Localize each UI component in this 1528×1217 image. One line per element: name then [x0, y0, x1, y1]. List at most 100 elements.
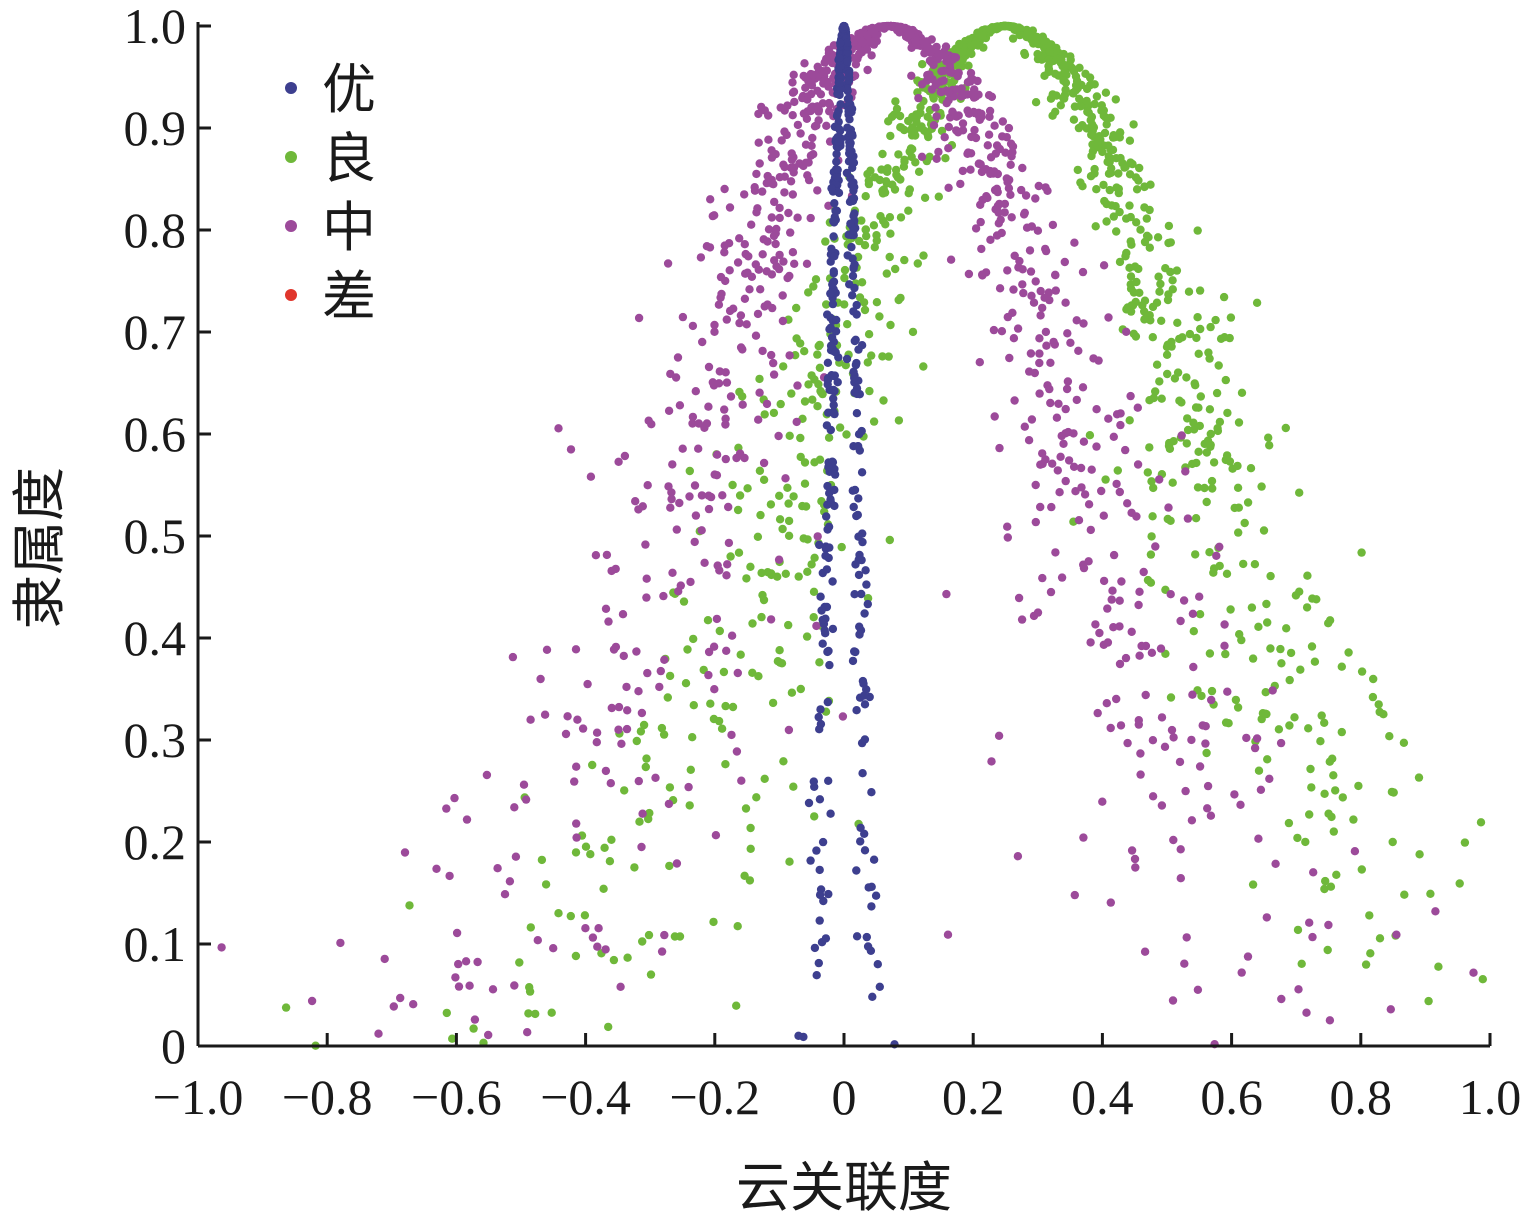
data-point [1051, 548, 1060, 557]
data-point [1031, 480, 1040, 490]
data-point [675, 401, 685, 410]
data-point [1478, 975, 1488, 984]
data-point [849, 38, 858, 47]
data-point [508, 652, 518, 662]
data-point [636, 727, 646, 736]
data-point [956, 179, 965, 189]
y-tick-label: 0.8 [124, 202, 187, 258]
data-point [1005, 353, 1014, 363]
data-point [643, 481, 652, 490]
data-point [842, 354, 852, 364]
data-point [1104, 169, 1114, 178]
data-point [848, 291, 857, 300]
data-point [659, 591, 668, 601]
data-point [1191, 403, 1201, 412]
data-point [1169, 733, 1178, 742]
data-point [1170, 374, 1180, 383]
data-point [995, 284, 1005, 293]
data-point [1426, 889, 1435, 898]
data-point [1086, 172, 1096, 181]
data-point [1189, 425, 1199, 434]
data-point [442, 1008, 451, 1018]
data-point [813, 402, 822, 411]
data-point [1303, 571, 1312, 580]
data-point [1132, 512, 1141, 521]
data-point [753, 204, 762, 213]
data-point [869, 855, 879, 864]
data-point [832, 315, 841, 325]
data-point [763, 300, 772, 309]
data-point [709, 917, 718, 927]
data-point [1060, 61, 1069, 70]
data-point [814, 380, 823, 389]
data-point [554, 909, 563, 918]
data-point [1117, 577, 1126, 586]
data-point [445, 871, 454, 881]
data-point [1001, 21, 1010, 31]
data-point [828, 299, 838, 309]
data-point [1375, 707, 1384, 717]
data-point [631, 497, 640, 506]
data-point [990, 412, 999, 421]
data-point [825, 543, 834, 552]
data-point [473, 957, 482, 967]
data-point [1208, 484, 1217, 493]
data-point [1104, 414, 1113, 423]
data-point [1203, 436, 1213, 445]
data-point [515, 958, 524, 967]
data-point [1189, 418, 1198, 427]
data-point [1277, 994, 1286, 1004]
legend-label: 中 [322, 196, 376, 259]
data-point [850, 336, 859, 346]
data-point [1079, 563, 1089, 573]
data-point [785, 431, 794, 440]
data-point [1005, 175, 1014, 185]
data-point [1286, 648, 1296, 658]
data-point [815, 725, 824, 734]
data-point [711, 831, 721, 840]
data-point [799, 71, 808, 81]
data-point [1154, 272, 1163, 281]
data-point [849, 263, 858, 272]
data-point [832, 173, 842, 182]
data-point [923, 42, 932, 52]
data-point [857, 589, 866, 599]
data-point [1115, 622, 1124, 631]
data-point [750, 186, 760, 195]
data-point [828, 280, 837, 289]
data-point [722, 571, 731, 580]
data-point [867, 51, 876, 60]
data-point [815, 658, 824, 667]
data-point [788, 248, 798, 257]
data-point [451, 973, 460, 982]
data-point [1261, 688, 1270, 697]
data-point [638, 937, 647, 946]
data-point [849, 194, 859, 203]
data-point [665, 671, 675, 681]
data-point [1089, 354, 1098, 363]
data-point [732, 1001, 741, 1010]
data-point [1014, 593, 1024, 603]
data-point [1147, 648, 1157, 657]
data-point [806, 856, 815, 865]
data-point [1172, 266, 1182, 275]
data-point [848, 131, 857, 140]
data-point [1059, 439, 1068, 448]
data-point [586, 850, 595, 859]
data-point [1434, 962, 1443, 971]
y-tick-label: 0.3 [124, 712, 187, 768]
data-point [1368, 692, 1378, 702]
data-point [792, 417, 801, 427]
data-point [1078, 182, 1087, 191]
data-point [1191, 514, 1201, 523]
data-point [1109, 432, 1119, 441]
data-point [752, 169, 761, 179]
data-point [876, 212, 885, 221]
data-point [1061, 476, 1070, 486]
data-point [1203, 781, 1213, 791]
data-point [1125, 416, 1134, 425]
data-point [769, 370, 779, 379]
data-point [864, 883, 873, 892]
data-point [1112, 154, 1121, 163]
data-point [862, 231, 871, 241]
